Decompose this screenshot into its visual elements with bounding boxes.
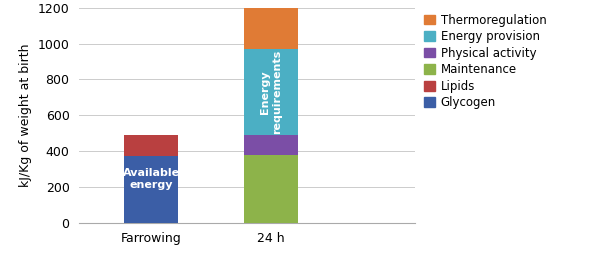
Y-axis label: kJ/Kg of weight at birth: kJ/Kg of weight at birth [19,44,32,187]
Text: Energy
requirements: Energy requirements [260,50,282,134]
Bar [244,135,298,155]
Bar [244,49,298,135]
Legend: Thermoregulation, Energy provision, Physical activity, Maintenance, Lipids, Glyc: Thermoregulation, Energy provision, Phys… [424,14,547,109]
Bar [124,135,178,155]
Bar [244,155,298,223]
Text: Available
energy: Available energy [123,168,180,190]
Bar [244,8,298,49]
Bar [124,155,178,223]
